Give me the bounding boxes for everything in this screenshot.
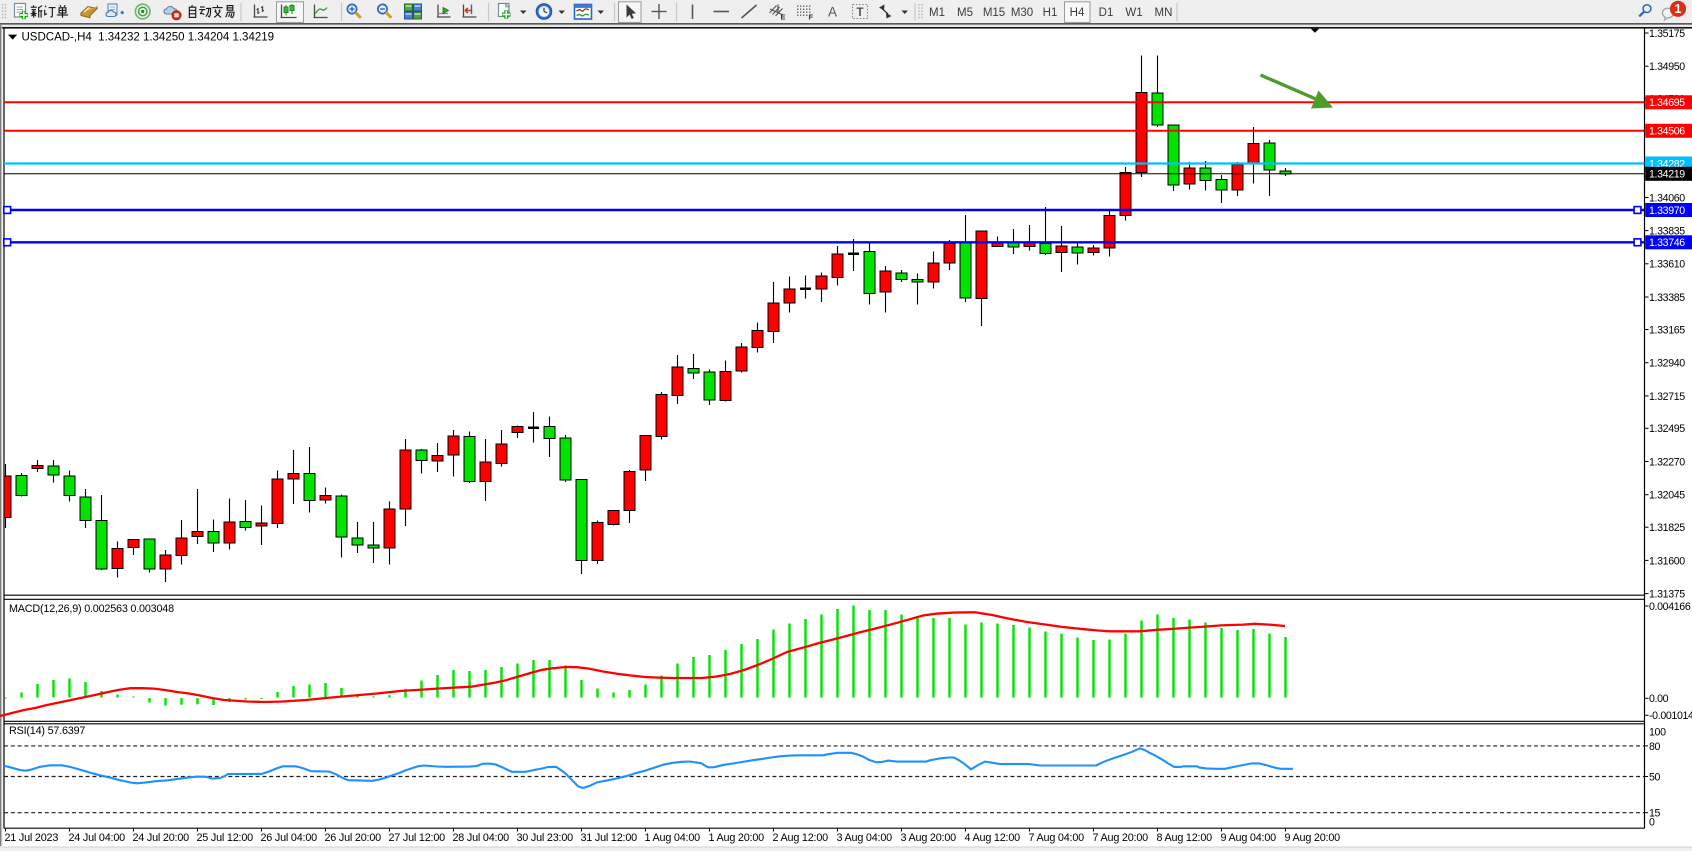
svg-text:50: 50 bbox=[1649, 771, 1661, 783]
svg-text:1.33970: 1.33970 bbox=[1649, 205, 1685, 217]
svg-text:30 Jul 23:00: 30 Jul 23:00 bbox=[517, 832, 574, 844]
svg-text:USDCAD-,H4 1.34232 1.34250 1.: USDCAD-,H4 1.34232 1.34250 1.34204 1.342… bbox=[22, 32, 275, 44]
svg-text:M5: M5 bbox=[957, 7, 973, 19]
svg-text:1.33746: 1.33746 bbox=[1649, 237, 1685, 249]
svg-text:28 Jul 04:00: 28 Jul 04:00 bbox=[453, 832, 510, 844]
svg-text:9 Aug 20:00: 9 Aug 20:00 bbox=[1285, 832, 1341, 844]
svg-text:RSI(14) 57.6397: RSI(14) 57.6397 bbox=[9, 725, 85, 737]
svg-text:1.33385: 1.33385 bbox=[1649, 292, 1685, 304]
svg-text:M15: M15 bbox=[983, 7, 1005, 19]
svg-text:80: 80 bbox=[1649, 741, 1661, 753]
svg-text:100: 100 bbox=[1649, 727, 1666, 739]
svg-text:1.33835: 1.33835 bbox=[1649, 226, 1685, 238]
svg-text:M30: M30 bbox=[1011, 7, 1033, 19]
svg-text:E: E bbox=[781, 13, 786, 22]
svg-text:MN: MN bbox=[1155, 7, 1173, 19]
svg-text:0.00: 0.00 bbox=[1649, 693, 1669, 705]
svg-text:21 Jul 2023: 21 Jul 2023 bbox=[5, 832, 59, 844]
svg-text:1.32715: 1.32715 bbox=[1649, 391, 1685, 403]
svg-text:31 Jul 12:00: 31 Jul 12:00 bbox=[581, 832, 638, 844]
svg-text:1: 1 bbox=[1675, 2, 1682, 16]
svg-text:1.34950: 1.34950 bbox=[1649, 61, 1685, 73]
svg-text:1.32270: 1.32270 bbox=[1649, 456, 1685, 468]
svg-text:1 Aug 20:00: 1 Aug 20:00 bbox=[709, 832, 765, 844]
svg-text:MACD(12,26,9) 0.002563 0.00304: MACD(12,26,9) 0.002563 0.003048 bbox=[9, 603, 174, 615]
svg-text:4 Aug 12:00: 4 Aug 12:00 bbox=[965, 832, 1021, 844]
svg-text:1.33610: 1.33610 bbox=[1649, 259, 1685, 271]
svg-text:1.31600: 1.31600 bbox=[1649, 555, 1685, 567]
svg-text:W1: W1 bbox=[1125, 7, 1142, 19]
svg-text:9 Aug 04:00: 9 Aug 04:00 bbox=[1221, 832, 1277, 844]
svg-text:1.35175: 1.35175 bbox=[1649, 28, 1685, 40]
svg-text:3 Aug 20:00: 3 Aug 20:00 bbox=[901, 832, 957, 844]
svg-text:1.34506: 1.34506 bbox=[1649, 126, 1685, 138]
svg-text:1.31825: 1.31825 bbox=[1649, 522, 1685, 534]
svg-text:1.34695: 1.34695 bbox=[1649, 97, 1685, 109]
svg-text:3 Aug 04:00: 3 Aug 04:00 bbox=[837, 832, 893, 844]
svg-text:7 Aug 20:00: 7 Aug 20:00 bbox=[1093, 832, 1149, 844]
svg-text:1.31375: 1.31375 bbox=[1649, 589, 1685, 601]
svg-text:15: 15 bbox=[1649, 808, 1661, 820]
svg-text:24 Jul 04:00: 24 Jul 04:00 bbox=[69, 832, 126, 844]
svg-text:F: F bbox=[809, 13, 814, 22]
svg-text:1.32940: 1.32940 bbox=[1649, 358, 1685, 370]
svg-text:H4: H4 bbox=[1070, 7, 1085, 19]
svg-text:25 Jul 12:00: 25 Jul 12:00 bbox=[197, 832, 254, 844]
svg-text:1.32495: 1.32495 bbox=[1649, 423, 1685, 435]
svg-text:26 Jul 20:00: 26 Jul 20:00 bbox=[325, 832, 382, 844]
svg-text:1 Aug 04:00: 1 Aug 04:00 bbox=[645, 832, 701, 844]
svg-text:1.34219: 1.34219 bbox=[1649, 169, 1685, 181]
svg-text:D1: D1 bbox=[1099, 7, 1114, 19]
svg-text:T: T bbox=[857, 7, 864, 19]
svg-text:7 Aug 04:00: 7 Aug 04:00 bbox=[1029, 832, 1085, 844]
svg-text:1.32045: 1.32045 bbox=[1649, 490, 1685, 502]
svg-text:27 Jul 12:00: 27 Jul 12:00 bbox=[389, 832, 446, 844]
svg-text:0: 0 bbox=[1649, 816, 1655, 828]
svg-text:1.33165: 1.33165 bbox=[1649, 324, 1685, 336]
svg-text:A: A bbox=[828, 5, 837, 20]
svg-text:26 Jul 04:00: 26 Jul 04:00 bbox=[261, 832, 318, 844]
svg-text:0.004166: 0.004166 bbox=[1649, 601, 1691, 613]
svg-text:24 Jul 20:00: 24 Jul 20:00 bbox=[133, 832, 190, 844]
svg-text:1.34060: 1.34060 bbox=[1649, 192, 1685, 204]
svg-text:H1: H1 bbox=[1043, 7, 1058, 19]
svg-text:-0.001014: -0.001014 bbox=[1649, 710, 1692, 722]
svg-text:2 Aug 12:00: 2 Aug 12:00 bbox=[773, 832, 829, 844]
svg-text:M1: M1 bbox=[929, 7, 945, 19]
svg-text:8 Aug 12:00: 8 Aug 12:00 bbox=[1157, 832, 1213, 844]
